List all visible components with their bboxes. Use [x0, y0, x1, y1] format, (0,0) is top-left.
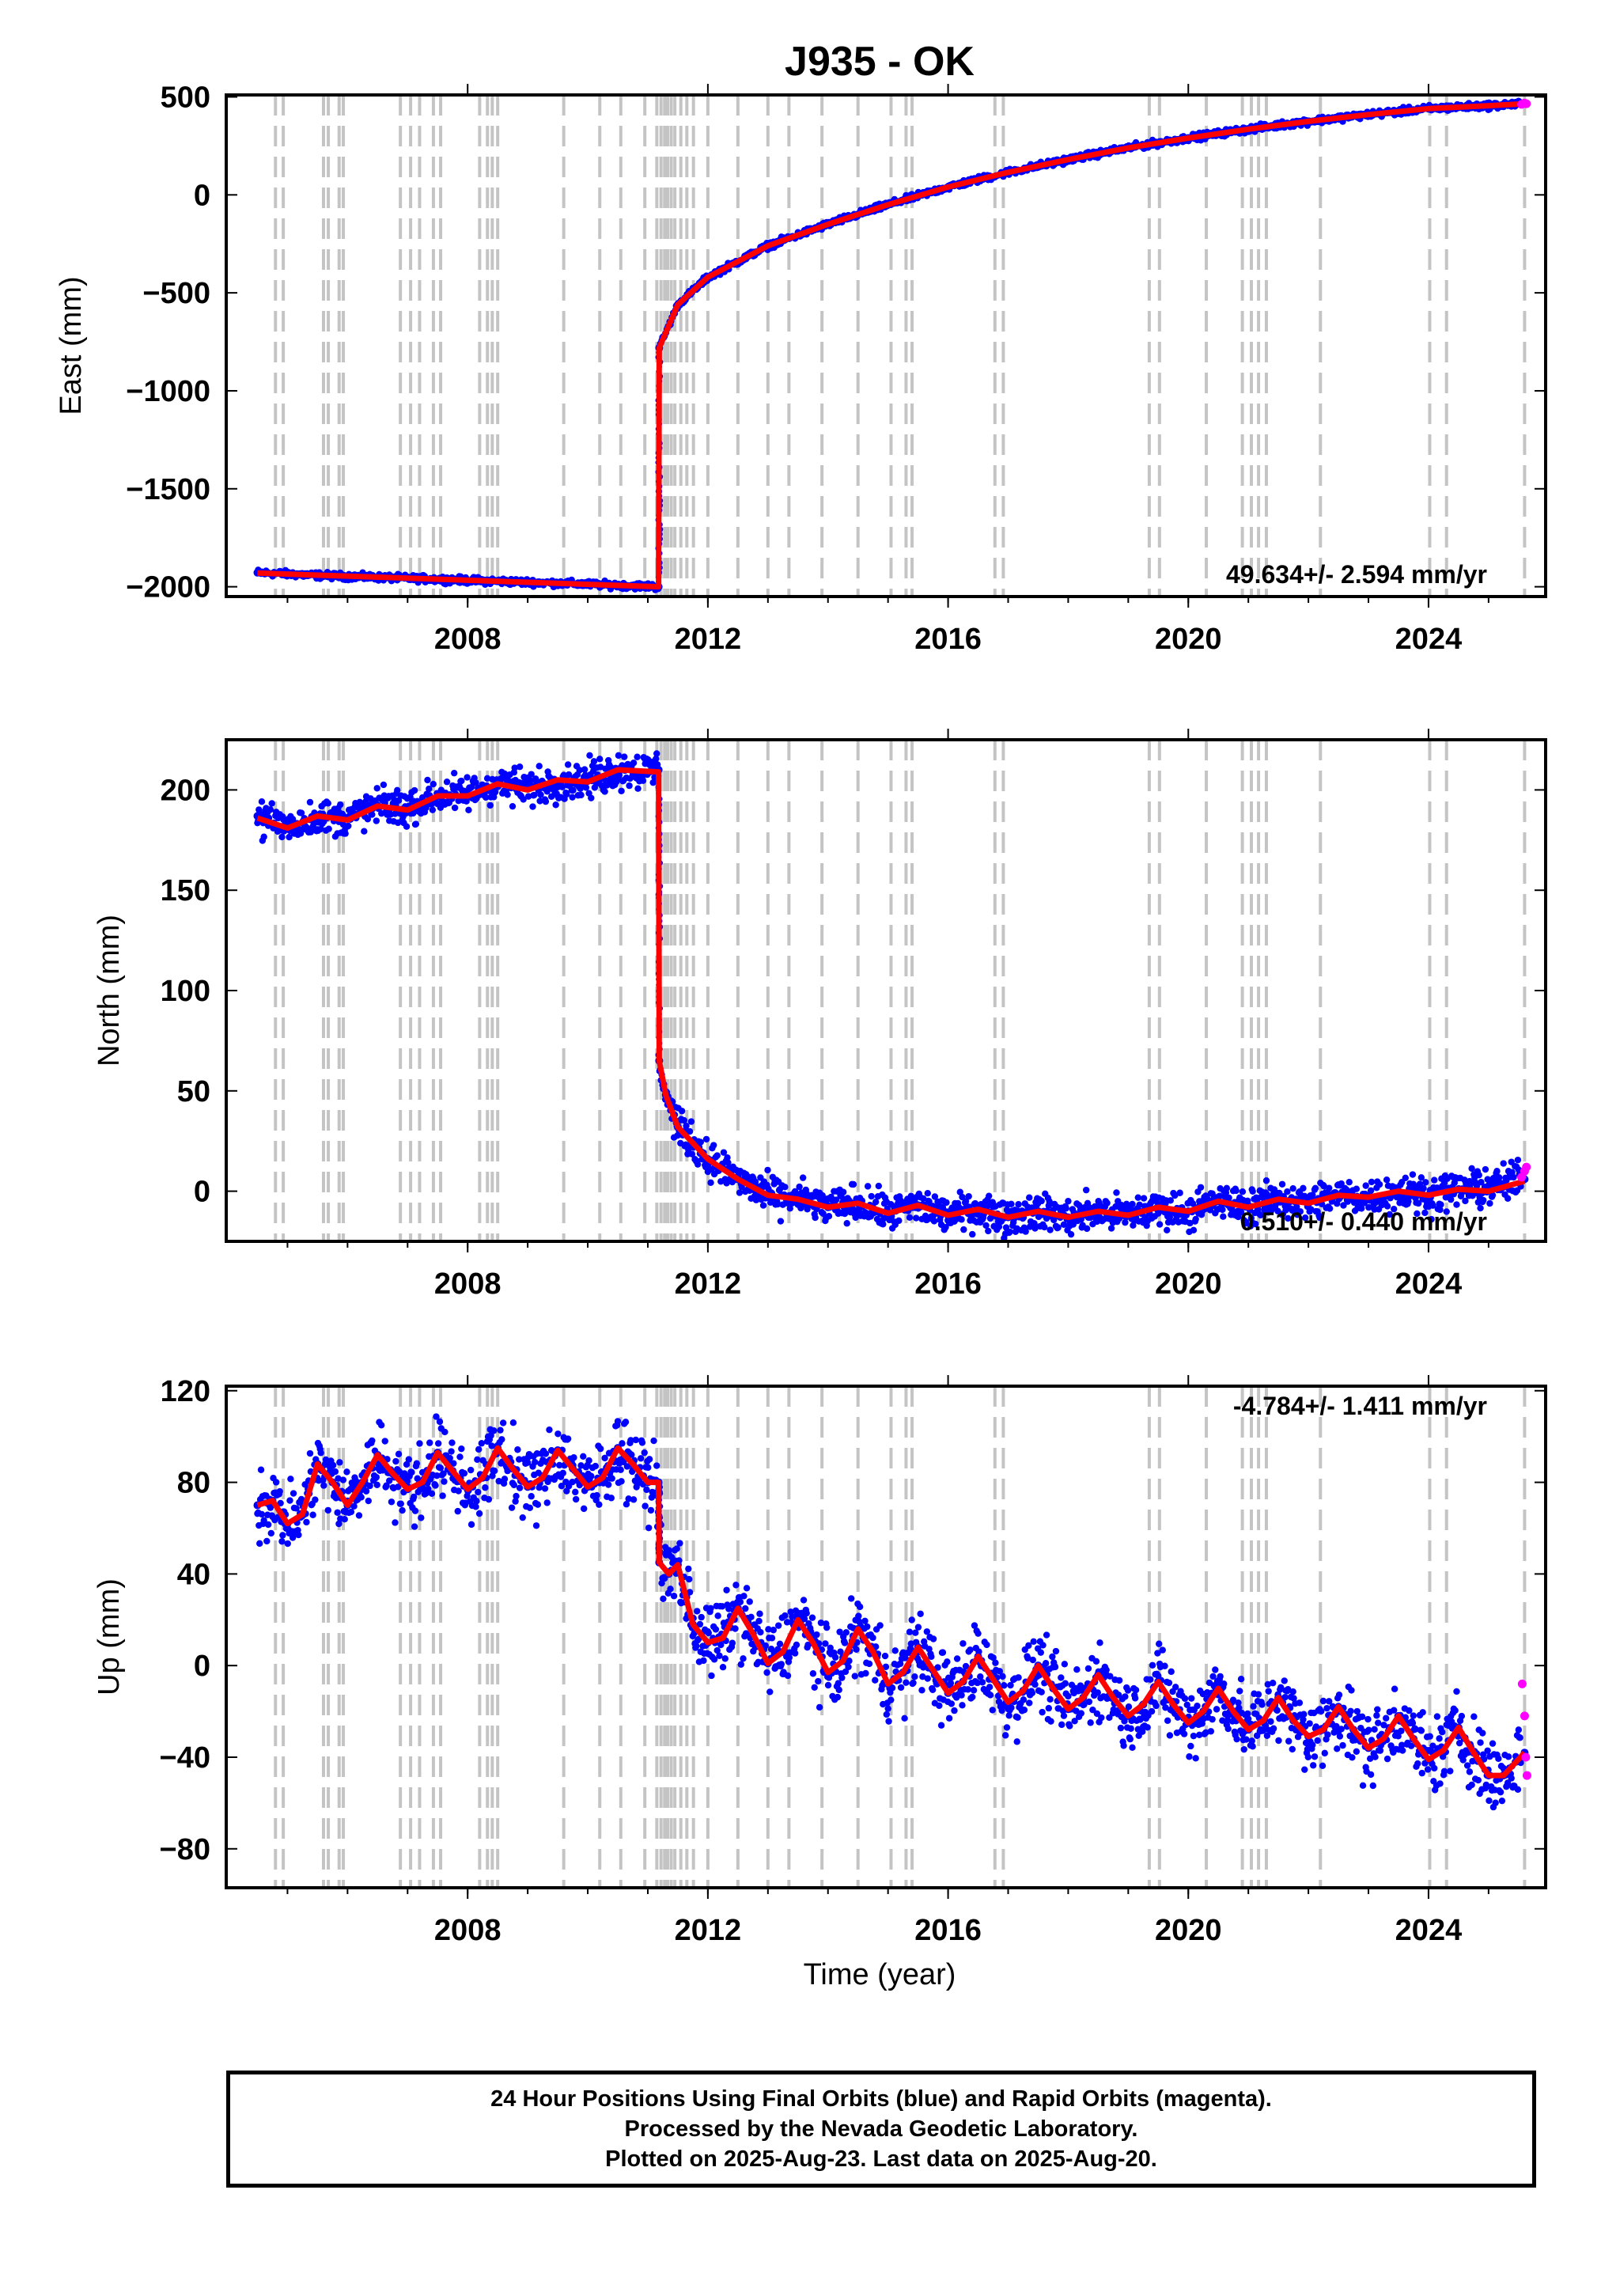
east-y-tick-label: −2000	[126, 571, 210, 604]
north-y-tick-label: 50	[177, 1075, 210, 1108]
up-x-tick-label: 2008	[434, 1914, 501, 1947]
north-panel: 200 150 100 50 0 2008 2012 2016 2020 2024 North (m…	[93, 729, 1547, 1301]
north-x-tick-label: 2012	[675, 1267, 742, 1301]
up-y-tick-label: 80	[177, 1467, 210, 1500]
east-y-tick-label: −1000	[126, 375, 210, 408]
east-x-tick-label: 2024	[1395, 623, 1463, 656]
north-rapid-orbit-point	[1522, 1162, 1531, 1172]
north-x-tick-label: 2008	[434, 1267, 501, 1301]
north-rate-label: 0.510+/- 0.440 mm/yr	[1240, 1207, 1487, 1236]
up-y-axis-label: Up (mm)	[93, 1578, 126, 1695]
north-y-tick-label: 0	[194, 1176, 210, 1209]
east-panel-frame	[225, 93, 1547, 598]
up-x-tick-label: 2012	[675, 1914, 742, 1947]
up-y-tick-label: −40	[160, 1741, 210, 1775]
up-x-tick-label: 2020	[1155, 1914, 1222, 1947]
footer-line-dates: Plotted on 2025-Aug-23. Last data on 202…	[605, 2146, 1157, 2172]
east-x-tick-label: 2008	[434, 623, 501, 656]
north-y-tick-label: 150	[161, 874, 210, 907]
east-x-tick-label: 2012	[675, 623, 742, 656]
north-daily-cloud	[254, 750, 1524, 1241]
up-x-tick-label: 2016	[914, 1914, 982, 1947]
up-rapid-orbit-point	[1517, 1679, 1527, 1688]
up-panel: 120 80 40 0 −40 −80 2008 2012 2016 2020 2024 Up (mm…	[93, 1375, 1547, 1947]
east-plot-area	[253, 95, 1531, 597]
north-x-tick-label: 2020	[1155, 1267, 1222, 1301]
east-daily-cloud	[254, 97, 1524, 593]
up-model-fit-line	[256, 1445, 1527, 1779]
north-model-fit-line	[256, 767, 1526, 1221]
east-x-tick-label: 2020	[1155, 623, 1222, 656]
east-y-tick-label: 0	[194, 179, 210, 212]
north-y-tick-label: 200	[161, 774, 210, 807]
up-rapid-orbit-point	[1521, 1752, 1531, 1762]
up-rapid-orbit-point	[1520, 1711, 1529, 1721]
up-panel-frame	[225, 1385, 1547, 1889]
east-y-axis-label: East (mm)	[55, 276, 88, 415]
up-y-tick-label: 0	[194, 1650, 210, 1683]
east-y-tick-label: −1500	[126, 473, 210, 506]
up-daily-cloud	[254, 1413, 1524, 1811]
east-panel: 500 0 −500 −1000 −1500 −2000 2008 2012 2016 2020 2…	[55, 81, 1547, 656]
north-x-tick-label: 2016	[914, 1267, 982, 1301]
east-y-tick-label: −500	[142, 277, 210, 310]
x-axis-label: Time (year)	[804, 1958, 956, 1991]
footer-caption-box: 24 Hour Positions Using Final Orbits (bl…	[226, 2071, 1536, 2188]
up-y-tick-label: 40	[177, 1558, 210, 1591]
plot-title: J935 - OK	[785, 39, 975, 85]
east-rapid-orbit-point	[1522, 99, 1531, 108]
up-plot-area	[253, 1386, 1531, 1888]
east-rate-label: 49.634+/- 2.594 mm/yr	[1226, 560, 1487, 589]
up-y-tick-label: 120	[161, 1375, 210, 1408]
up-y-tick-label: −80	[160, 1833, 210, 1866]
footer-line-orbits: 24 Hour Positions Using Final Orbits (bl…	[490, 2086, 1272, 2112]
east-x-tick-label: 2016	[914, 623, 982, 656]
up-rate-label: -4.784+/- 1.411 mm/yr	[1233, 1392, 1487, 1420]
north-y-axis-label: North (mm)	[93, 915, 126, 1067]
up-rapid-orbit-point	[1522, 1771, 1531, 1780]
up-x-tick-label: 2024	[1395, 1914, 1463, 1947]
footer-line-processed: Processed by the Nevada Geodetic Laborat…	[624, 2116, 1138, 2142]
north-plot-area	[253, 740, 1531, 1241]
east-y-tick-label: 500	[161, 81, 210, 114]
north-y-tick-label: 100	[161, 975, 210, 1008]
east-model-fit-line	[257, 100, 1525, 590]
north-x-tick-label: 2024	[1395, 1267, 1463, 1301]
